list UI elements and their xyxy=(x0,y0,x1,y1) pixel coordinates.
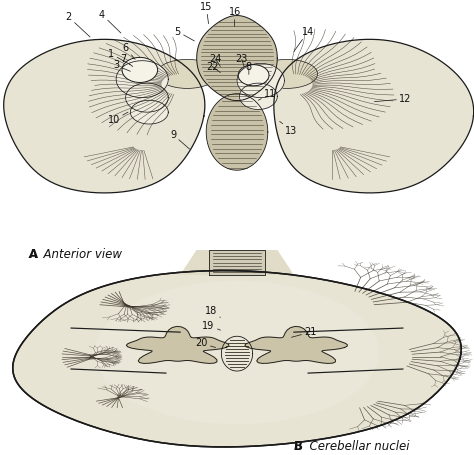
Text: 15: 15 xyxy=(200,2,212,24)
Text: 6: 6 xyxy=(123,42,135,60)
Polygon shape xyxy=(130,100,168,124)
Text: A: A xyxy=(28,248,37,261)
Polygon shape xyxy=(237,63,284,98)
Polygon shape xyxy=(274,39,474,193)
Polygon shape xyxy=(126,83,168,112)
Text: 11: 11 xyxy=(258,89,276,100)
Text: 13: 13 xyxy=(280,121,298,136)
Polygon shape xyxy=(127,327,229,364)
Polygon shape xyxy=(95,281,379,424)
Text: 16: 16 xyxy=(228,7,241,26)
Text: 7: 7 xyxy=(120,55,133,66)
Polygon shape xyxy=(209,250,265,275)
Text: A  Anterior view: A Anterior view xyxy=(28,248,122,261)
Ellipse shape xyxy=(238,65,269,86)
Text: 8: 8 xyxy=(246,62,252,75)
Text: 3: 3 xyxy=(113,61,130,71)
Text: 18: 18 xyxy=(205,306,220,318)
Text: 22: 22 xyxy=(206,61,220,72)
Text: 5: 5 xyxy=(174,27,194,41)
Text: 19: 19 xyxy=(202,321,220,331)
Polygon shape xyxy=(197,15,277,101)
Polygon shape xyxy=(239,83,277,110)
Polygon shape xyxy=(4,39,205,193)
Text: 9: 9 xyxy=(170,130,190,149)
Polygon shape xyxy=(180,246,294,275)
Text: B: B xyxy=(294,440,303,453)
Text: 23: 23 xyxy=(236,55,248,66)
Text: 2: 2 xyxy=(65,12,90,37)
Text: B  Cerebellar nuclei: B Cerebellar nuclei xyxy=(294,440,410,453)
Polygon shape xyxy=(116,61,168,98)
Text: 12: 12 xyxy=(374,94,411,104)
Text: 24: 24 xyxy=(210,55,222,66)
Text: 1: 1 xyxy=(109,49,130,65)
Text: 4: 4 xyxy=(99,10,121,33)
Polygon shape xyxy=(206,94,268,170)
Polygon shape xyxy=(13,271,461,447)
Polygon shape xyxy=(245,327,347,364)
Ellipse shape xyxy=(122,57,157,82)
Ellipse shape xyxy=(156,60,218,88)
Text: 20: 20 xyxy=(195,339,216,349)
Text: 10: 10 xyxy=(108,112,128,125)
Text: 14: 14 xyxy=(294,27,314,51)
Ellipse shape xyxy=(256,60,318,88)
Text: 21: 21 xyxy=(292,327,317,337)
